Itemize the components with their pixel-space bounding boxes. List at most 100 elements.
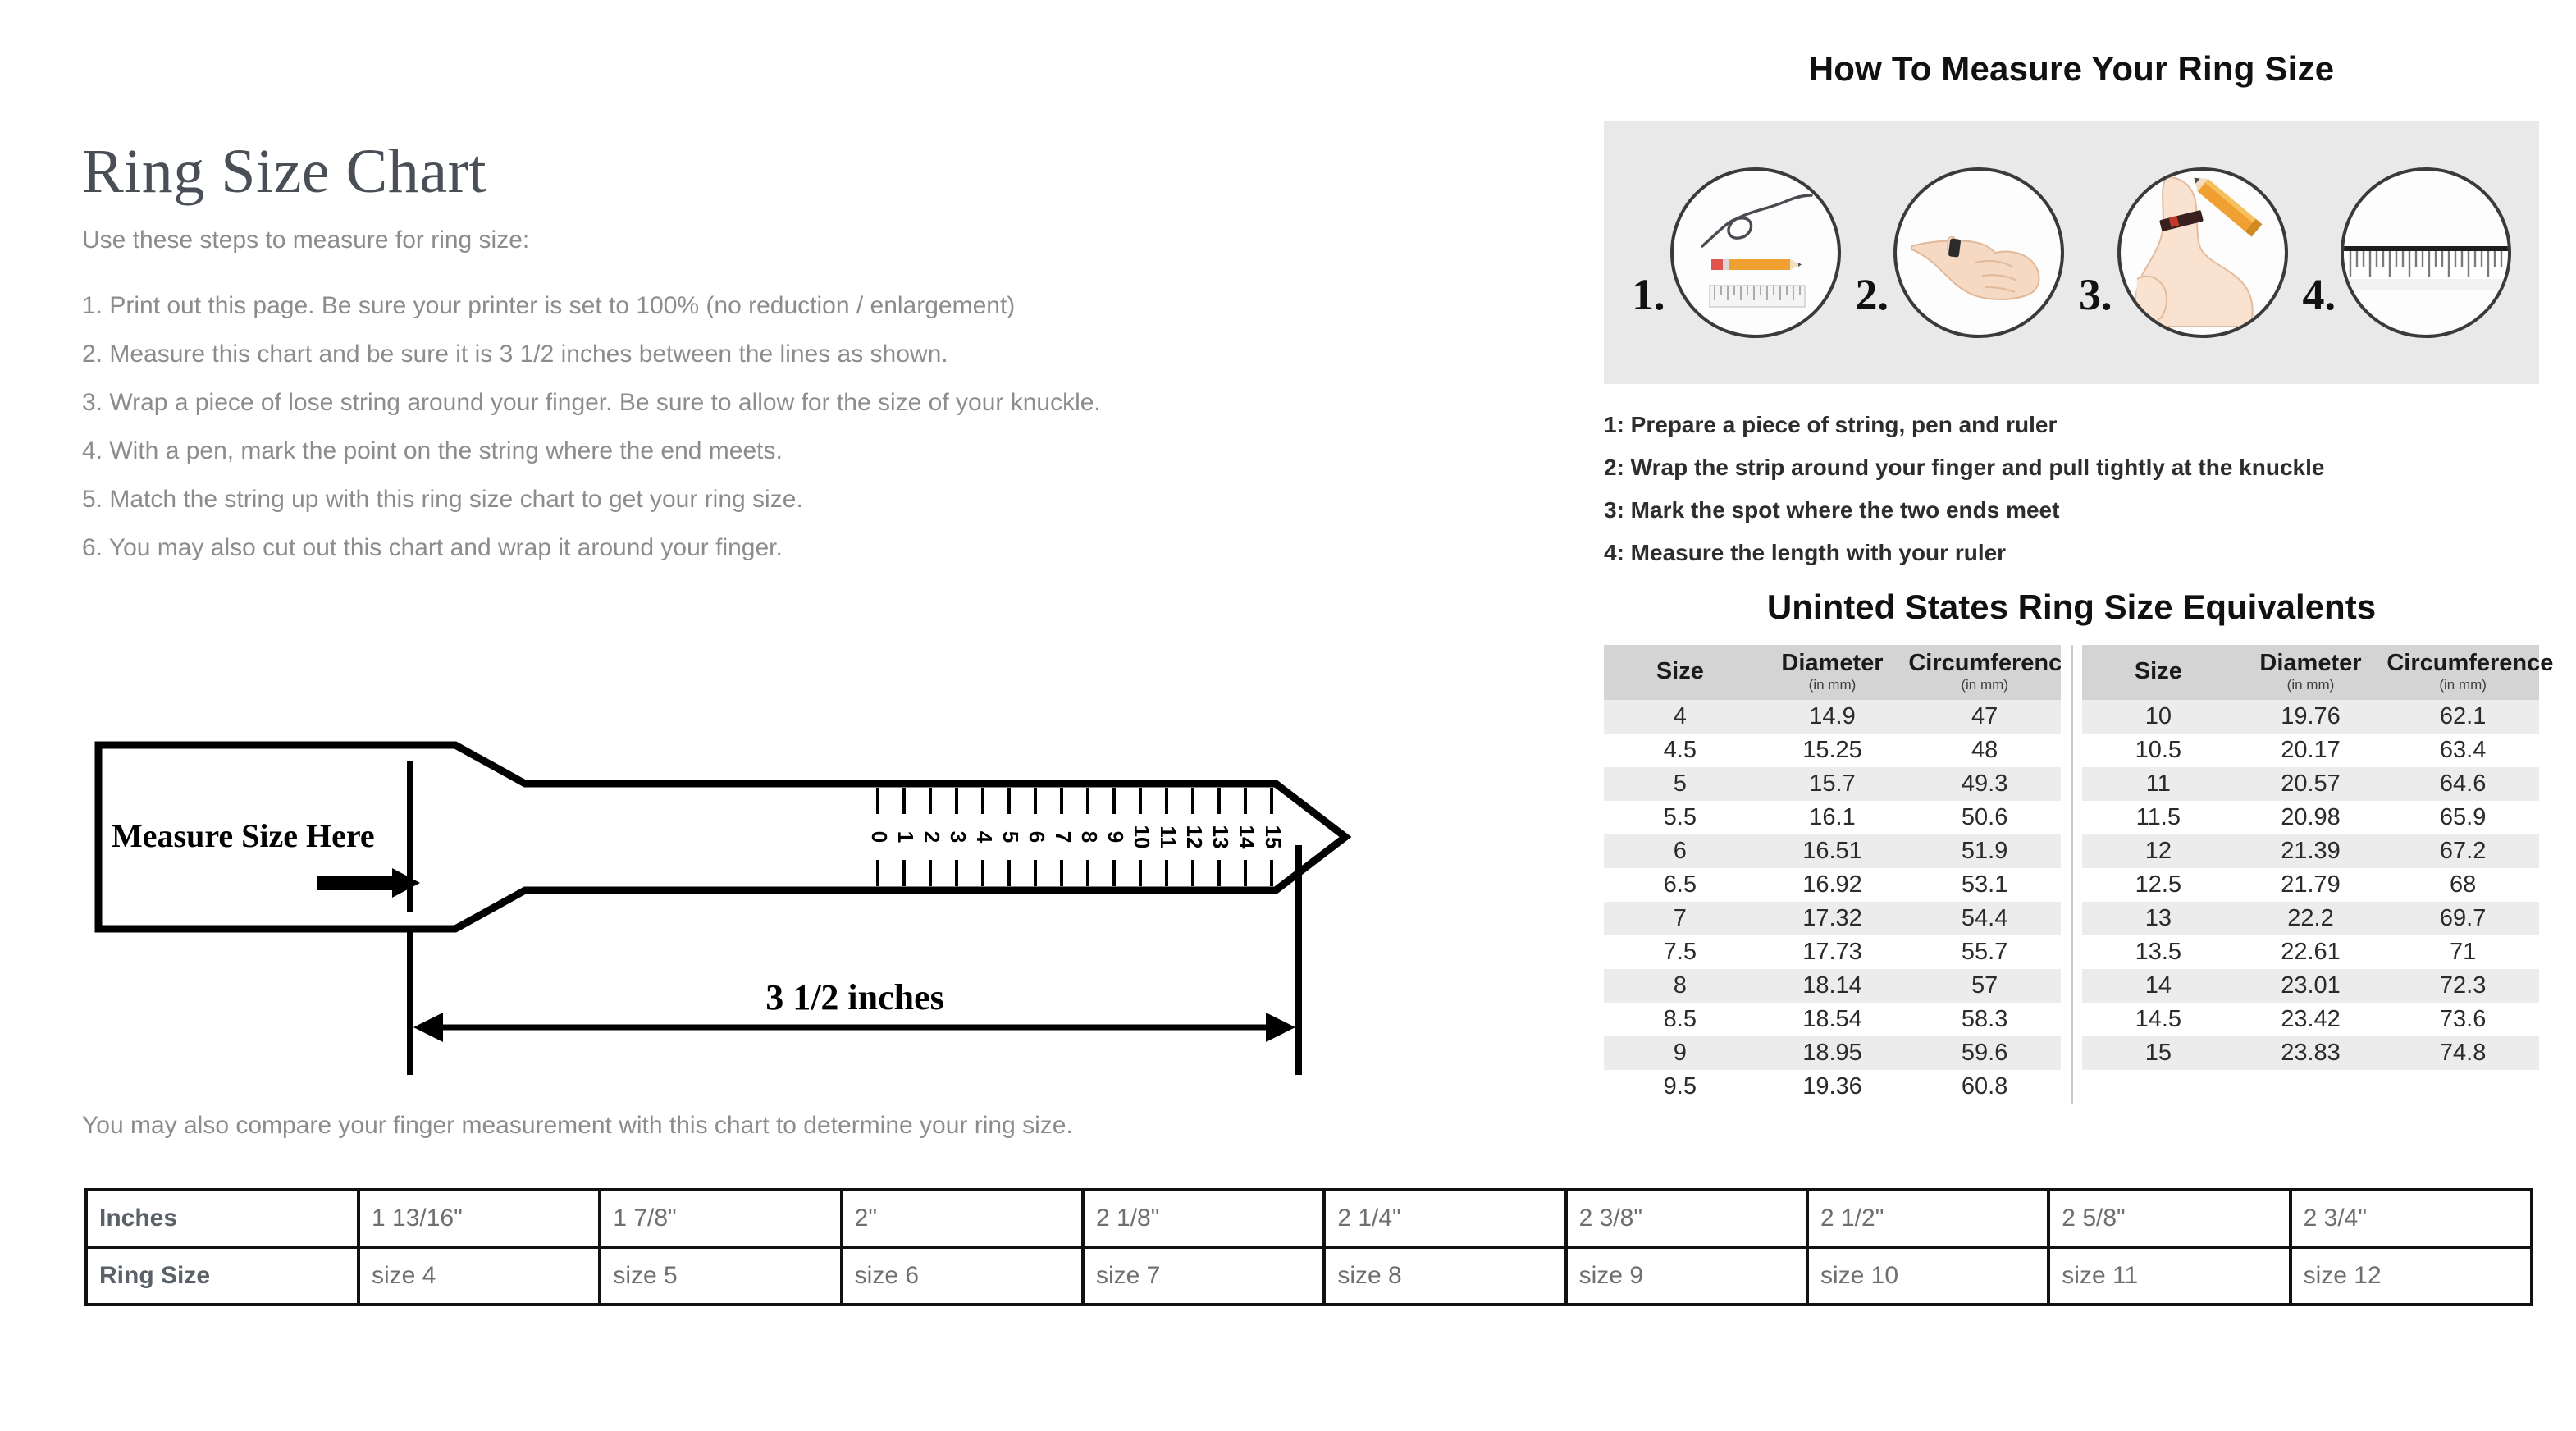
inches-cell: 1 7/8" [598, 1188, 843, 1249]
caption-item: 1: Prepare a piece of string, pen and ru… [1604, 412, 2058, 437]
ring-size-cell: size 5 [598, 1246, 843, 1306]
table-row: 12.5 21.79 68 [2082, 868, 2539, 902]
diameter-cell: 16.51 [1756, 834, 1909, 868]
row-header-inches: Inches [84, 1188, 360, 1249]
equivalents-left-block: Size Diameter (in mm) Circumference (in … [1604, 645, 2075, 1104]
left-column: Ring Size Chart Use these steps to measu… [82, 139, 1526, 584]
table-row: 14 23.01 72.3 [2082, 969, 2539, 1003]
step-item: 2. Measure this chart and be sure it is … [82, 340, 948, 368]
column-header-diameter: Diameter (in mm) [2234, 645, 2387, 700]
circumference-cell: 53.1 [1908, 868, 2061, 902]
circumference-cell: 54.4 [1908, 902, 2061, 935]
size-cell: 13.5 [2082, 935, 2235, 969]
step-item: 1. Print out this page. Be sure your pri… [82, 291, 1016, 319]
column-header-circumference-unit: (in mm) [2439, 677, 2487, 693]
ruler-number: 6 [1025, 831, 1049, 843]
diameter-cell [2234, 1070, 2387, 1104]
circumference-cell: 59.6 [1908, 1036, 2061, 1070]
circumference-cell: 55.7 [1908, 935, 2061, 969]
diameter-cell: 18.54 [1756, 1003, 1909, 1036]
circumference-cell: 63.4 [2386, 734, 2539, 767]
circumference-cell: 74.8 [2386, 1036, 2539, 1070]
inches-cell: 2 1/4" [1322, 1188, 1568, 1249]
column-header-circumference-label: Circumference [2386, 650, 2554, 676]
row-header-ring-size: Ring Size [84, 1246, 360, 1306]
table-row: 4.5 15.25 48 [1604, 734, 2061, 767]
steps-list: 1. Print out this page. Be sure your pri… [82, 291, 1526, 561]
table-row-inches: Inches 1 13/16" 1 7/8" 2" 2 1/8" 2 1/4" … [84, 1188, 2534, 1249]
ruler-scale: 0 1 2 3 4 5 6 7 8 9 10 11 12 13 14 15 [867, 788, 1286, 886]
step-item: 6. You may also cut out this chart and w… [82, 533, 783, 561]
table-row: 4 14.9 47 [1604, 700, 2061, 734]
column-header-diameter-unit: (in mm) [1808, 677, 1857, 693]
size-cell: 6 [1604, 834, 1756, 868]
diameter-cell: 22.61 [2234, 935, 2387, 969]
step-item: 3. Wrap a piece of lose string around yo… [82, 388, 1101, 416]
size-cell: 7 [1604, 902, 1756, 935]
ring-size-cell: size 8 [1322, 1246, 1568, 1306]
ring-size-cell: size 10 [1805, 1246, 2051, 1306]
page-title: Ring Size Chart [82, 137, 487, 206]
lead-text: Use these steps to measure for ring size… [82, 226, 530, 254]
table-header-row: Size Diameter (in mm) Circumference (in … [2082, 645, 2553, 700]
diameter-cell: 20.98 [2234, 801, 2387, 834]
diameter-cell: 21.79 [2234, 868, 2387, 902]
circumference-cell: 57 [1908, 969, 2061, 1003]
size-cell [2082, 1070, 2235, 1104]
inches-cell: 2 5/8" [2047, 1188, 2292, 1249]
size-cell: 15 [2082, 1036, 2235, 1070]
ring-size-cell: size 4 [356, 1246, 602, 1306]
step-item: 5. Match the string up with this ring si… [82, 485, 803, 513]
circumference-cell [2386, 1070, 2539, 1104]
ruler-number: 1 [893, 831, 918, 843]
diameter-cell: 21.39 [2234, 834, 2387, 868]
inches-ring-size-table: Inches 1 13/16" 1 7/8" 2" 2 1/8" 2 1/4" … [84, 1188, 2534, 1306]
ruler-number: 5 [998, 831, 1023, 843]
table-row: 9 18.95 59.6 [1604, 1036, 2061, 1070]
column-header-circumference: Circumference (in mm) [2386, 645, 2553, 700]
table-row: 12 21.39 67.2 [2082, 834, 2539, 868]
equivalents-tables: Size Diameter (in mm) Circumference (in … [1604, 645, 2553, 1104]
circumference-cell: 68 [2386, 868, 2539, 902]
diameter-cell: 20.17 [2234, 734, 2387, 767]
ring-size-cell: size 11 [2047, 1246, 2292, 1306]
table-row: 13.5 22.61 71 [2082, 935, 2539, 969]
finger-mark-pencil-icon [2117, 167, 2288, 338]
circumference-cell: 69.7 [2386, 902, 2539, 935]
size-cell: 13 [2082, 902, 2235, 935]
illustration-number: 2. [1855, 270, 1889, 319]
size-cell: 8.5 [1604, 1003, 1756, 1036]
circumference-cell: 58.3 [1908, 1003, 2061, 1036]
diameter-cell: 19.36 [1756, 1070, 1909, 1104]
diameter-cell: 18.95 [1756, 1036, 1909, 1070]
compare-note: You may also compare your finger measure… [82, 1112, 1073, 1139]
ring-sizer-diagram: Measure Size Here 0 1 2 3 4 5 6 7 8 9 10 11 12 13 14 15… [82, 722, 1526, 1100]
size-cell: 8 [1604, 969, 1756, 1003]
equivalents-table-right: Size Diameter (in mm) Circumference (in … [2082, 645, 2553, 1104]
diameter-cell: 14.9 [1756, 700, 1909, 734]
table-row: 10.5 20.17 63.4 [2082, 734, 2539, 767]
table-header-row: Size Diameter (in mm) Circumference (in … [1604, 645, 2075, 700]
inches-cell: 2" [839, 1188, 1085, 1249]
measure-size-here-label: Measure Size Here [112, 817, 375, 854]
size-cell: 5 [1604, 767, 1756, 801]
table-row: 5.5 16.1 50.6 [1604, 801, 2061, 834]
diameter-cell: 23.01 [2234, 969, 2387, 1003]
equivalents-title: Uninted States Ring Size Equivalents [1766, 587, 2377, 626]
inches-cell: 2 1/2" [1805, 1188, 2051, 1249]
illustration-number: 3. [2079, 270, 2112, 319]
tables-divider [2061, 645, 2082, 1104]
column-header-diameter-label: Diameter [2259, 650, 2362, 676]
circumference-cell: 65.9 [2386, 801, 2539, 834]
table-row: 10 19.76 62.1 [2082, 700, 2539, 734]
circumference-cell: 51.9 [1908, 834, 2061, 868]
ruler-number: 2 [920, 831, 944, 843]
equivalents-table-left: Size Diameter (in mm) Circumference (in … [1604, 645, 2075, 1104]
table-row: 6.5 16.92 53.1 [1604, 868, 2061, 902]
column-header-diameter: Diameter (in mm) [1756, 645, 1909, 700]
ruler-number: 0 [867, 831, 892, 843]
ruler-number: 8 [1077, 831, 1102, 843]
ruler-number: 10 [1130, 825, 1154, 849]
ruler-number: 13 [1208, 825, 1233, 849]
table-row: 8 18.14 57 [1604, 969, 2061, 1003]
